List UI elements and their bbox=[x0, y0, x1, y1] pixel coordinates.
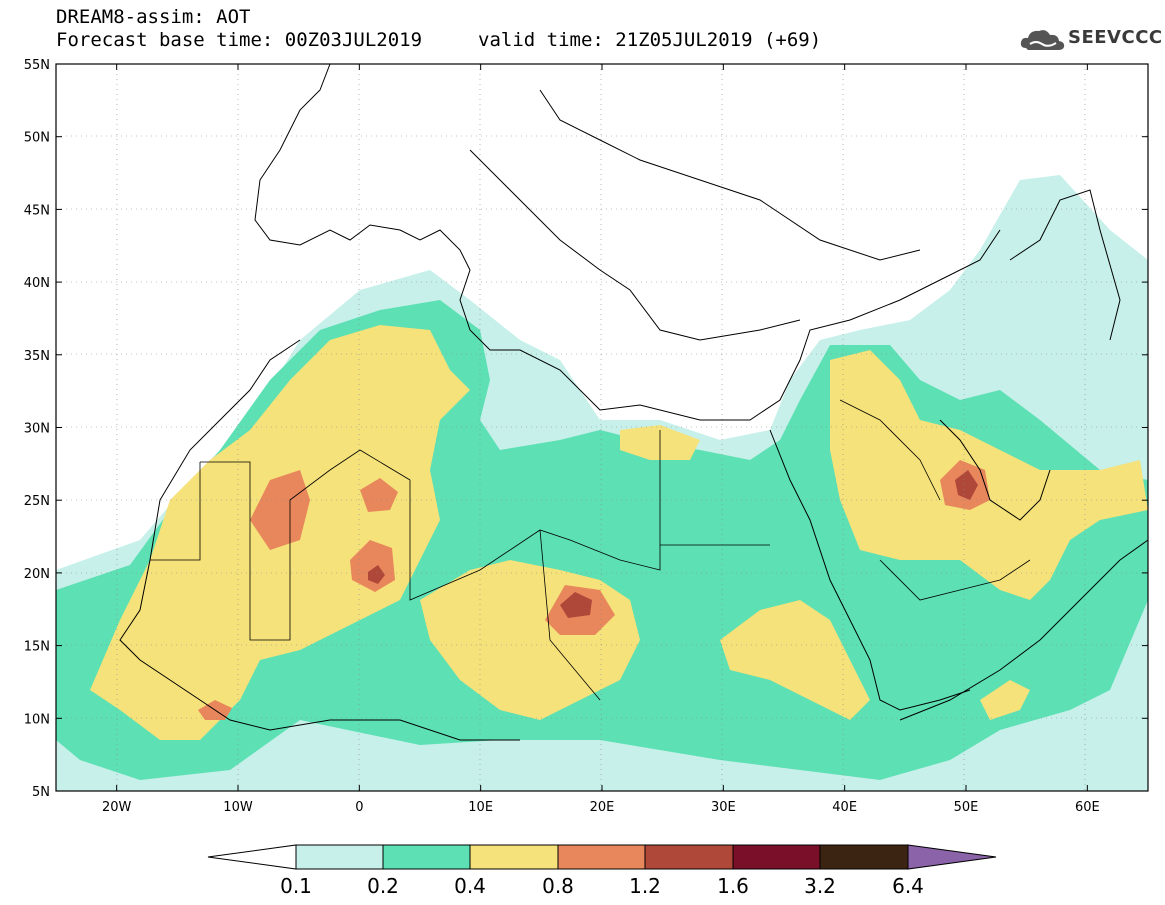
lon-label: 10E bbox=[468, 800, 493, 815]
lon-label: 0 bbox=[355, 800, 363, 815]
colorbar-label: 0.1 bbox=[280, 874, 312, 898]
colorbar-label: 1.6 bbox=[717, 874, 749, 898]
lon-label: 10W bbox=[223, 800, 253, 815]
colorbar-bin-5 bbox=[644, 844, 734, 870]
lon-label: 40E bbox=[832, 800, 857, 815]
lon-label: 20E bbox=[590, 800, 615, 815]
aot-level-0.8-libya bbox=[360, 478, 398, 512]
aot-level-0.8-algeria bbox=[250, 470, 310, 550]
lat-label: 10N bbox=[24, 712, 50, 727]
country-borders bbox=[150, 399, 1031, 701]
lat-label: 35N bbox=[24, 349, 50, 364]
grid bbox=[56, 64, 1148, 791]
colorbar-bin-3 bbox=[469, 844, 559, 870]
product-title: DREAM8-assim: AOT bbox=[56, 6, 251, 28]
aot-level-0.4-arabsea bbox=[980, 680, 1030, 720]
lat-label: 45N bbox=[24, 203, 50, 218]
colorbar bbox=[207, 844, 997, 870]
colorbar-bin-2 bbox=[382, 844, 471, 870]
aot-level-1.2-niger bbox=[368, 565, 385, 584]
lon-label: 60E bbox=[1075, 800, 1100, 815]
aot-field bbox=[56, 175, 1148, 791]
lat-label: 55N bbox=[24, 58, 50, 73]
colorbar-label: 0.8 bbox=[542, 874, 574, 898]
aot-level-0.4-sudan bbox=[720, 600, 870, 720]
longitude-labels: 20W 10W 0 10E 20E 30E 40E 50E 60E bbox=[102, 800, 1100, 815]
lat-label: 30N bbox=[24, 422, 50, 437]
colorbar-label: 3.2 bbox=[804, 874, 836, 898]
colorbar-label: 0.2 bbox=[367, 874, 399, 898]
colorbar-high-arrow bbox=[907, 844, 997, 870]
colorbar-bin-6 bbox=[732, 844, 821, 870]
aot-level-1.2-chad bbox=[560, 592, 592, 618]
colorbar-bin-7 bbox=[819, 844, 909, 870]
lat-label: 40N bbox=[24, 276, 50, 291]
latitude-labels: 5N 10N 15N 20N 25N 30N 35N 40N 45N 50N 55N bbox=[24, 58, 50, 800]
coastlines bbox=[119, 64, 1148, 741]
aot-level-1.2-gulf bbox=[955, 470, 978, 500]
colorbar-label: 1.2 bbox=[629, 874, 661, 898]
lat-label: 5N bbox=[32, 785, 50, 800]
aot-level-0.8-niger bbox=[350, 540, 395, 592]
colorbar-low-arrow bbox=[207, 844, 297, 870]
colorbar-labels: 0.1 0.2 0.4 0.8 1.2 1.6 3.2 6.4 bbox=[280, 874, 924, 898]
aot-level-0.4-arabia bbox=[830, 350, 1148, 600]
colorbar-label: 6.4 bbox=[892, 874, 924, 898]
colorbar-label: 0.4 bbox=[454, 874, 486, 898]
lat-label: 15N bbox=[24, 640, 50, 655]
lon-label: 30E bbox=[711, 800, 736, 815]
lat-label: 25N bbox=[24, 494, 50, 509]
lat-label: 50N bbox=[24, 131, 50, 146]
colorbar-bin-4 bbox=[557, 844, 646, 870]
lon-label: 20W bbox=[102, 800, 132, 815]
base-time: Forecast base time: 00Z03JUL2019 bbox=[56, 29, 423, 51]
valid-time: valid time: 21Z05JUL2019 (+69) bbox=[478, 29, 822, 51]
logo-text: SEEVCCC bbox=[1068, 27, 1163, 48]
cloud-icon bbox=[1020, 30, 1065, 50]
colorbar-bin-1 bbox=[295, 844, 384, 870]
lon-label: 50E bbox=[954, 800, 979, 815]
axis-ticks bbox=[56, 63, 1148, 792]
lat-label: 20N bbox=[24, 567, 50, 582]
